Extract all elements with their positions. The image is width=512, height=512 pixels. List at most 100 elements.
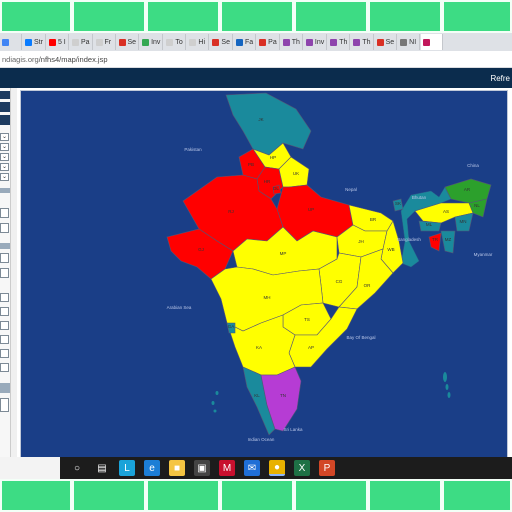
map-place-label: Bay Of Bengal <box>346 335 375 340</box>
url-text[interactable]: ndiagis.org/nfhs4/map/index.jsp <box>0 55 108 64</box>
india-map[interactable]: JKHPPBHRDLUKUPRJGJMPBRJHWBSKARASNLMNMZTR… <box>21 91 508 477</box>
filter-dropdown[interactable]: ⌄ <box>0 143 9 151</box>
mail-icon[interactable]: ✉ <box>244 460 260 476</box>
tab-label: Se <box>221 38 230 46</box>
side-panel: ⌄ ⌄ ⌄ ⌄ ⌄ <box>0 88 17 479</box>
tab-label: Hi <box>198 38 206 46</box>
browser-tab[interactable]: Th <box>351 34 374 50</box>
option-box[interactable] <box>0 307 9 316</box>
option-box[interactable] <box>0 208 9 218</box>
browser-tab[interactable]: Se <box>117 34 140 50</box>
file-explorer-icon[interactable]: ■ <box>169 460 185 476</box>
mcafee-icon[interactable]: M <box>219 460 235 476</box>
map-region-tn[interactable] <box>260 366 302 432</box>
browser-tab[interactable]: Pa <box>70 34 93 50</box>
edge-icon[interactable]: e <box>144 460 160 476</box>
browser-tab[interactable]: Th <box>281 34 303 50</box>
browser-tab[interactable]: Th <box>328 34 351 50</box>
option-box[interactable] <box>0 293 9 302</box>
taskbar-search-box[interactable] <box>0 457 60 479</box>
map-region-nl[interactable] <box>468 198 488 218</box>
map-island <box>215 391 219 395</box>
browser-tab[interactable] <box>421 34 444 50</box>
map-region-tr[interactable] <box>428 232 442 252</box>
browser-tab[interactable]: Se <box>375 34 398 50</box>
map-place-label: Bangladesh <box>397 237 421 242</box>
app-l-icon[interactable]: L <box>119 460 135 476</box>
map-island <box>443 372 447 382</box>
option-box[interactable] <box>0 398 9 412</box>
option-box[interactable] <box>0 223 9 233</box>
tab-favicon-icon <box>330 38 338 46</box>
side-panel-scrollbar[interactable] <box>10 88 17 479</box>
map-island <box>447 392 451 398</box>
powerpoint-icon[interactable]: P <box>319 460 335 476</box>
browser-tab[interactable]: Fr <box>94 34 116 50</box>
tab-favicon-icon <box>95 38 103 46</box>
browser-tab[interactable] <box>0 34 22 50</box>
tab-label: Inv <box>151 38 161 46</box>
map-region-label: PB <box>248 162 254 167</box>
map-region-ml[interactable] <box>418 220 442 232</box>
cortana-icon[interactable]: ○ <box>73 462 81 474</box>
map-canvas[interactable]: JK HP PB HR DL UK UP RJ GJ MP BR JH WB SK AR AS NL MN MZ TR… <box>20 90 508 477</box>
option-box[interactable] <box>0 321 9 330</box>
map-region-label: ML <box>426 222 433 227</box>
refresh-button[interactable]: Refre <box>490 74 510 83</box>
map-region-label: JK <box>258 117 263 122</box>
tab-label: Inv <box>314 38 325 46</box>
option-box[interactable] <box>0 268 9 278</box>
browser-tab[interactable]: 5 I <box>47 34 69 50</box>
browser-tab[interactable]: Se <box>210 34 233 50</box>
map-region-label: TN <box>280 393 286 398</box>
address-bar[interactable]: ndiagis.org/nfhs4/map/index.jsp <box>0 51 512 68</box>
map-region-label: AP <box>308 345 314 350</box>
frame-bottom <box>0 479 512 512</box>
browser-tab[interactable]: Hi <box>187 34 210 50</box>
option-box[interactable] <box>0 363 9 372</box>
map-region-dl[interactable] <box>272 184 282 195</box>
browser-tab[interactable]: Inv <box>140 34 164 50</box>
browser-tab[interactable]: To <box>164 34 187 50</box>
excel-icon[interactable]: X <box>294 460 310 476</box>
map-region-label: GJ <box>198 247 204 252</box>
map-region-sk[interactable] <box>392 198 404 212</box>
option-box[interactable] <box>0 335 9 344</box>
browser-tab[interactable]: Str <box>23 34 46 50</box>
map-region-label: MN <box>460 219 467 224</box>
tab-favicon-icon <box>212 38 220 46</box>
map-place-label: Sri Lanka <box>283 427 303 432</box>
map-region-label: NL <box>474 203 480 208</box>
task-view-icon[interactable]: ▤ <box>97 462 107 474</box>
map-region-northeast-corridor <box>400 186 452 268</box>
browser-tab[interactable]: Inv <box>304 34 328 50</box>
browser-tab[interactable]: Pa <box>257 34 280 50</box>
filter-dropdown[interactable]: ⌄ <box>0 173 9 181</box>
tab-label: Th <box>291 38 300 46</box>
tab-favicon-icon <box>400 38 408 46</box>
map-region-jk[interactable] <box>225 92 312 156</box>
tab-strip: Str 5 I Pa Fr Se Inv To Hi Se Fa Pa Th Inv Th Th Se NI <box>0 33 512 51</box>
map-region-mz[interactable] <box>440 230 456 254</box>
map-place-label: Pakistan <box>184 147 202 152</box>
browser-tab[interactable]: Fa <box>234 34 257 50</box>
tab-favicon-icon <box>48 38 56 46</box>
map-region-mn[interactable] <box>454 212 474 232</box>
map-region-ga[interactable] <box>226 322 236 334</box>
filter-dropdown[interactable]: ⌄ <box>0 133 9 141</box>
panel-section-bar <box>0 188 10 193</box>
filter-dropdown[interactable]: ⌄ <box>0 163 9 171</box>
panel-section-bar <box>0 383 10 393</box>
map-place-label: Indian Ocean <box>248 437 275 442</box>
map-region-label: JH <box>358 239 364 244</box>
option-box[interactable] <box>0 253 9 263</box>
option-box[interactable] <box>0 349 9 358</box>
store-icon[interactable]: ▣ <box>194 460 210 476</box>
filter-dropdown[interactable]: ⌄ <box>0 153 9 161</box>
chrome-icon[interactable]: ● <box>269 460 285 476</box>
tab-label: Th <box>339 38 348 46</box>
main-content: ⌄ ⌄ ⌄ ⌄ ⌄ JK HP PB HR DL UK UP RJ GJ MP BR JH WB SK AR… <box>0 88 512 479</box>
panel-header-bar <box>0 91 10 99</box>
browser-tab[interactable]: NI <box>398 34 421 50</box>
